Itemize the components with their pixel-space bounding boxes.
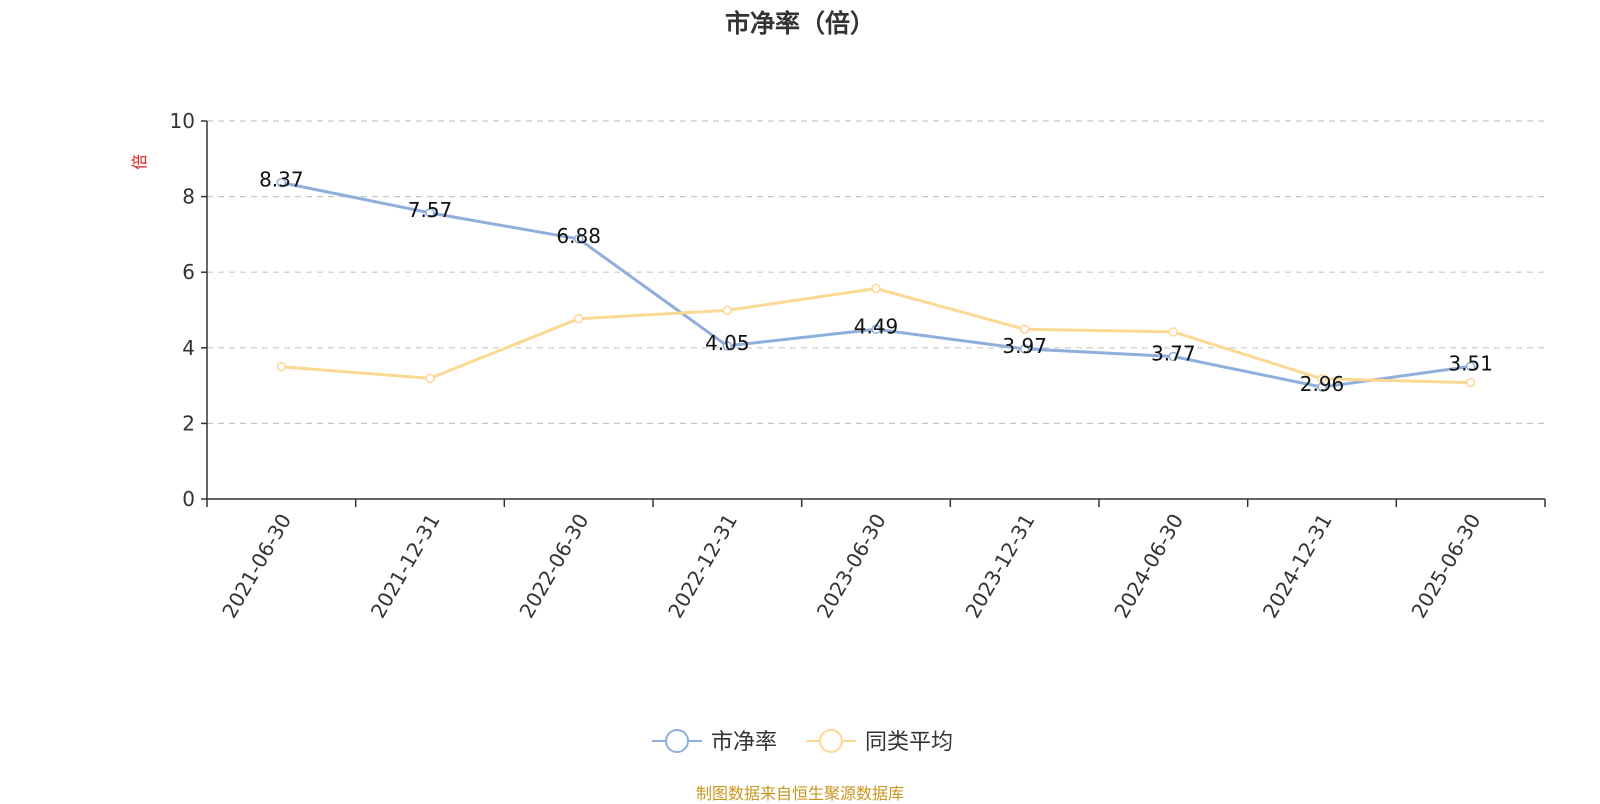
legend-marker-icon — [819, 729, 843, 753]
y-tick-label: 0 — [182, 487, 195, 511]
data-point — [722, 341, 733, 351]
data-point — [1465, 361, 1476, 372]
legend-marker-icon — [665, 729, 689, 753]
data-label: 3.77 — [1151, 341, 1196, 365]
x-tick-label: 2021-06-30 — [217, 510, 296, 623]
series — [276, 177, 1476, 392]
x-tick-label: 2024-06-30 — [1109, 510, 1188, 623]
source-note: 制图数据来自恒生聚源数据库 — [695, 784, 904, 803]
data-label: 3.97 — [1002, 334, 1047, 358]
y-tick-label: 8 — [182, 185, 195, 209]
data-point — [425, 373, 435, 384]
legend-item-2[interactable]: 同类平均 — [806, 729, 953, 755]
data-point — [1168, 327, 1179, 337]
data-point — [276, 177, 287, 188]
chart-title: 市净率（倍） — [724, 9, 875, 38]
data-point — [573, 234, 584, 244]
legend-label: 同类平均 — [865, 730, 953, 755]
y-tick-label: 6 — [182, 260, 195, 284]
x-tick-label: 2021-12-31 — [366, 510, 445, 623]
x-tick-label: 2023-06-30 — [812, 510, 891, 623]
y-tick-label: 2 — [182, 411, 195, 435]
data-label: 4.05 — [705, 331, 750, 355]
y-tick-label: 10 — [170, 109, 195, 133]
data-point — [425, 208, 435, 218]
data-point — [722, 305, 733, 316]
data-point — [1465, 377, 1476, 388]
data-point — [1019, 324, 1030, 335]
data-point — [871, 283, 881, 294]
data-labels: 8.37 7.57 6.88 4.05 4.49 3.97 3.77 2.96 3.51 — [259, 168, 1493, 396]
legend-item-1[interactable]: 市净率 — [652, 729, 777, 755]
x-tick-label: 2022-12-31 — [663, 510, 742, 623]
data-label: 6.88 — [556, 224, 601, 248]
y-tick-label: 4 — [182, 336, 195, 360]
data-point — [573, 313, 584, 324]
data-point — [1168, 351, 1179, 362]
data-label: 4.49 — [854, 314, 899, 338]
data-point — [1317, 374, 1327, 384]
x-tick-label: 2024-12-31 — [1258, 510, 1337, 623]
data-label: 8.37 — [259, 168, 304, 192]
data-label: 7.57 — [408, 198, 453, 222]
x-tick-label: 2025-06-30 — [1406, 510, 1485, 623]
x-tick-label: 2022-06-30 — [514, 510, 593, 623]
data-point — [276, 361, 287, 372]
data-label: 3.51 — [1448, 351, 1493, 375]
legend-label: 市净率 — [711, 730, 777, 755]
y-unit-label: 倍 — [130, 154, 149, 170]
data-point — [1019, 344, 1030, 354]
data-label: 2.96 — [1300, 372, 1345, 396]
axes: 0 2 4 6 8 10 倍 2021-06-30 2021-12-31 2022-06-30 20… — [130, 109, 1546, 623]
data-point — [871, 324, 881, 335]
grid-lines — [207, 120, 1545, 424]
legend[interactable]: 市净率 同类平均 — [652, 729, 953, 755]
x-tick-label: 2023-12-31 — [960, 510, 1039, 623]
